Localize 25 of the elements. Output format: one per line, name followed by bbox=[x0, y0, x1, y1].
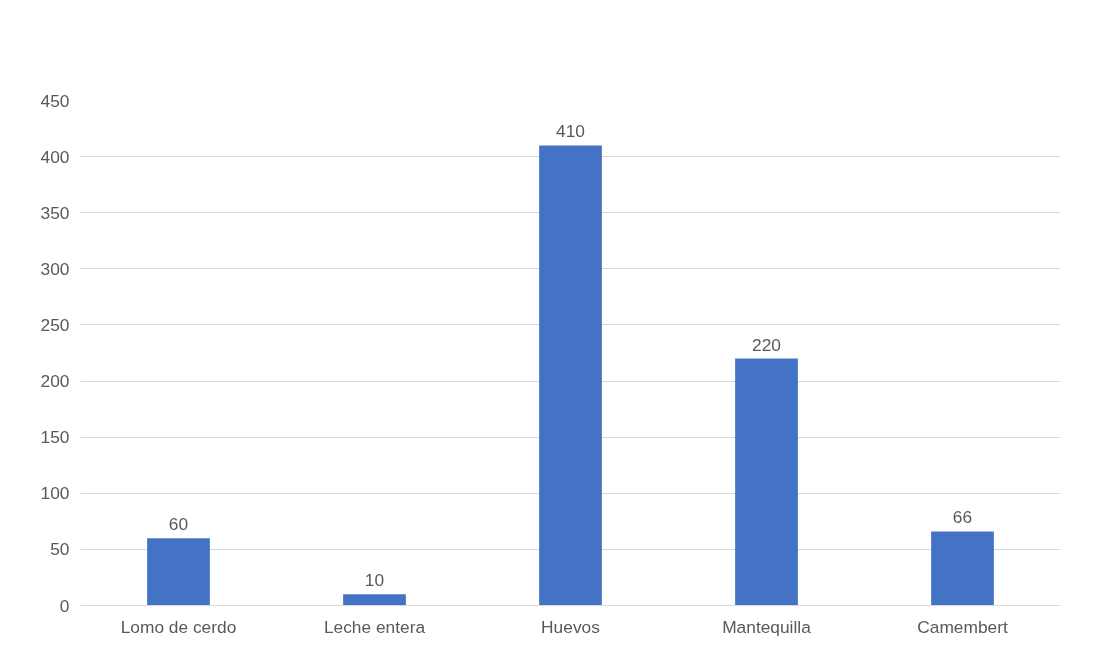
data-label: 60 bbox=[168, 514, 189, 535]
x-tick-label: Lomo de cerdo bbox=[120, 616, 237, 637]
y-tick-label: 450 bbox=[40, 90, 70, 111]
bar bbox=[147, 538, 210, 606]
data-label: 10 bbox=[364, 570, 385, 591]
y-tick-label: 200 bbox=[40, 371, 70, 392]
y-tick-label: 150 bbox=[40, 427, 70, 448]
data-label: 410 bbox=[556, 121, 585, 142]
y-tick-label: 0 bbox=[59, 595, 70, 616]
y-tick-label: 350 bbox=[40, 202, 70, 223]
y-tick-label: 100 bbox=[40, 483, 70, 504]
y-tick-label: 50 bbox=[50, 539, 70, 560]
x-tick-label: Huevos bbox=[541, 616, 601, 637]
bar bbox=[343, 594, 406, 606]
y-tick-label: 300 bbox=[40, 258, 70, 279]
bar bbox=[735, 358, 798, 606]
data-label: 66 bbox=[952, 507, 973, 528]
x-tick-label: Mantequilla bbox=[722, 616, 812, 637]
data-label: 220 bbox=[752, 334, 781, 355]
bar bbox=[931, 531, 994, 606]
y-tick-label: 400 bbox=[40, 146, 70, 167]
x-tick-label: Leche entera bbox=[323, 616, 426, 637]
x-tick-label: Camembert bbox=[917, 616, 1008, 637]
bar bbox=[539, 145, 602, 606]
y-tick-label: 250 bbox=[40, 314, 70, 335]
